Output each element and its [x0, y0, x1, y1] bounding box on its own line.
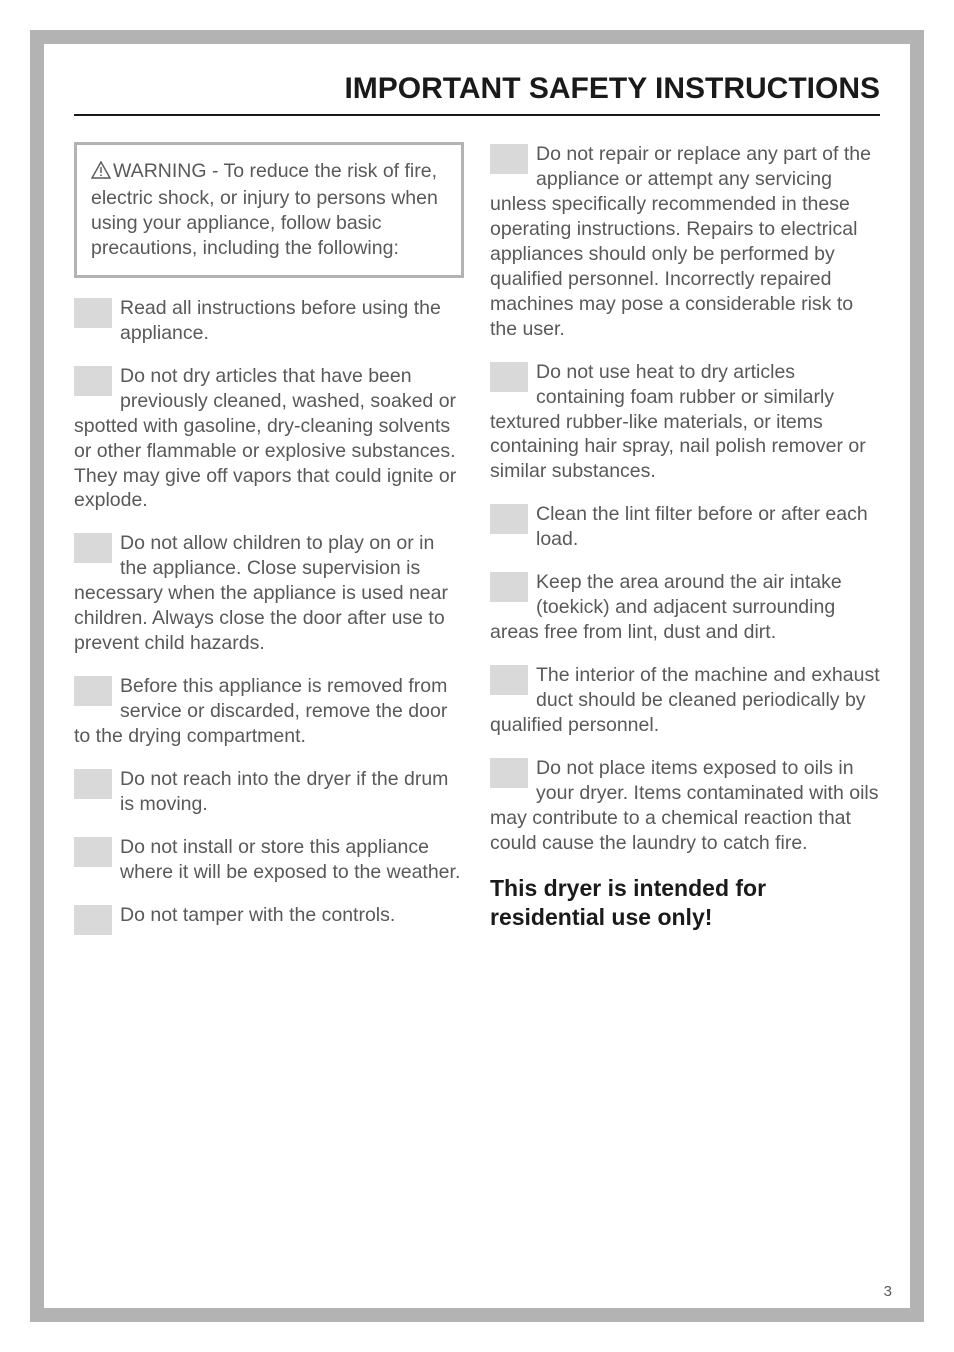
page-number: 3 [884, 1283, 892, 1300]
safety-item: Read all instructions before using the a… [74, 296, 464, 346]
bullet-icon [74, 366, 112, 396]
emphasis-heading: This dryer is intended for residential u… [490, 874, 880, 932]
bullet-icon [74, 769, 112, 799]
bullet-icon [74, 533, 112, 563]
safety-item: The interior of the machine and exhaust … [490, 663, 880, 738]
safety-item: Do not place items exposed to oils in yo… [490, 756, 880, 856]
safety-item: Keep the area around the air intake (toe… [490, 570, 880, 645]
safety-item: Before this appliance is removed from se… [74, 674, 464, 749]
safety-item-text: Clean the lint filter before or after ea… [536, 503, 868, 550]
right-column: Do not repair or replace any part of the… [490, 142, 880, 1288]
safety-item-text: Do not place items exposed to oils in yo… [490, 757, 878, 854]
safety-item: Do not repair or replace any part of the… [490, 142, 880, 342]
page-content: IMPORTANT SAFETY INSTRUCTIONS WARNING - … [44, 44, 910, 1308]
safety-item-text: Keep the area around the air intake (toe… [490, 571, 842, 643]
safety-item: Do not install or store this appliance w… [74, 835, 464, 885]
safety-item: Do not tamper with the controls. [74, 903, 464, 935]
safety-item-text: The interior of the machine and exhaust … [490, 664, 880, 736]
bullet-icon [74, 676, 112, 706]
bullet-icon [490, 504, 528, 534]
safety-item-text: Do not reach into the dryer if the drum … [120, 768, 448, 815]
safety-item: Do not allow children to play on or in t… [74, 531, 464, 656]
safety-item-text: Do not install or store this appliance w… [120, 836, 460, 883]
bullet-icon [74, 837, 112, 867]
bullet-icon [490, 665, 528, 695]
bullet-icon [74, 298, 112, 328]
warning-box: WARNING - To reduce the risk of fire, el… [74, 142, 464, 278]
safety-item-text: Do not repair or replace any part of the… [490, 143, 871, 340]
bullet-icon [490, 758, 528, 788]
warning-triangle-icon [91, 161, 111, 186]
content-columns: WARNING - To reduce the risk of fire, el… [74, 142, 880, 1288]
safety-item-text: Do not tamper with the controls. [120, 904, 395, 926]
page-frame: IMPORTANT SAFETY INSTRUCTIONS WARNING - … [30, 30, 924, 1322]
bullet-icon [490, 572, 528, 602]
safety-item-text: Read all instructions before using the a… [120, 297, 441, 344]
bullet-icon [490, 362, 528, 392]
safety-item: Do not use heat to dry articles containi… [490, 360, 880, 485]
warning-text: WARNING - To reduce the risk of fire, el… [91, 160, 438, 259]
safety-item: Do not dry articles that have been previ… [74, 364, 464, 514]
page-title: IMPORTANT SAFETY INSTRUCTIONS [74, 72, 880, 116]
safety-item: Clean the lint filter before or after ea… [490, 502, 880, 552]
safety-item-text: Do not allow children to play on or in t… [74, 532, 448, 654]
left-column: WARNING - To reduce the risk of fire, el… [74, 142, 464, 1288]
safety-item-text: Do not dry articles that have been previ… [74, 365, 456, 512]
bullet-icon [490, 144, 528, 174]
safety-item-text: Before this appliance is removed from se… [74, 675, 447, 747]
safety-item: Do not reach into the dryer if the drum … [74, 767, 464, 817]
safety-item-text: Do not use heat to dry articles containi… [490, 361, 866, 483]
bullet-icon [74, 905, 112, 935]
